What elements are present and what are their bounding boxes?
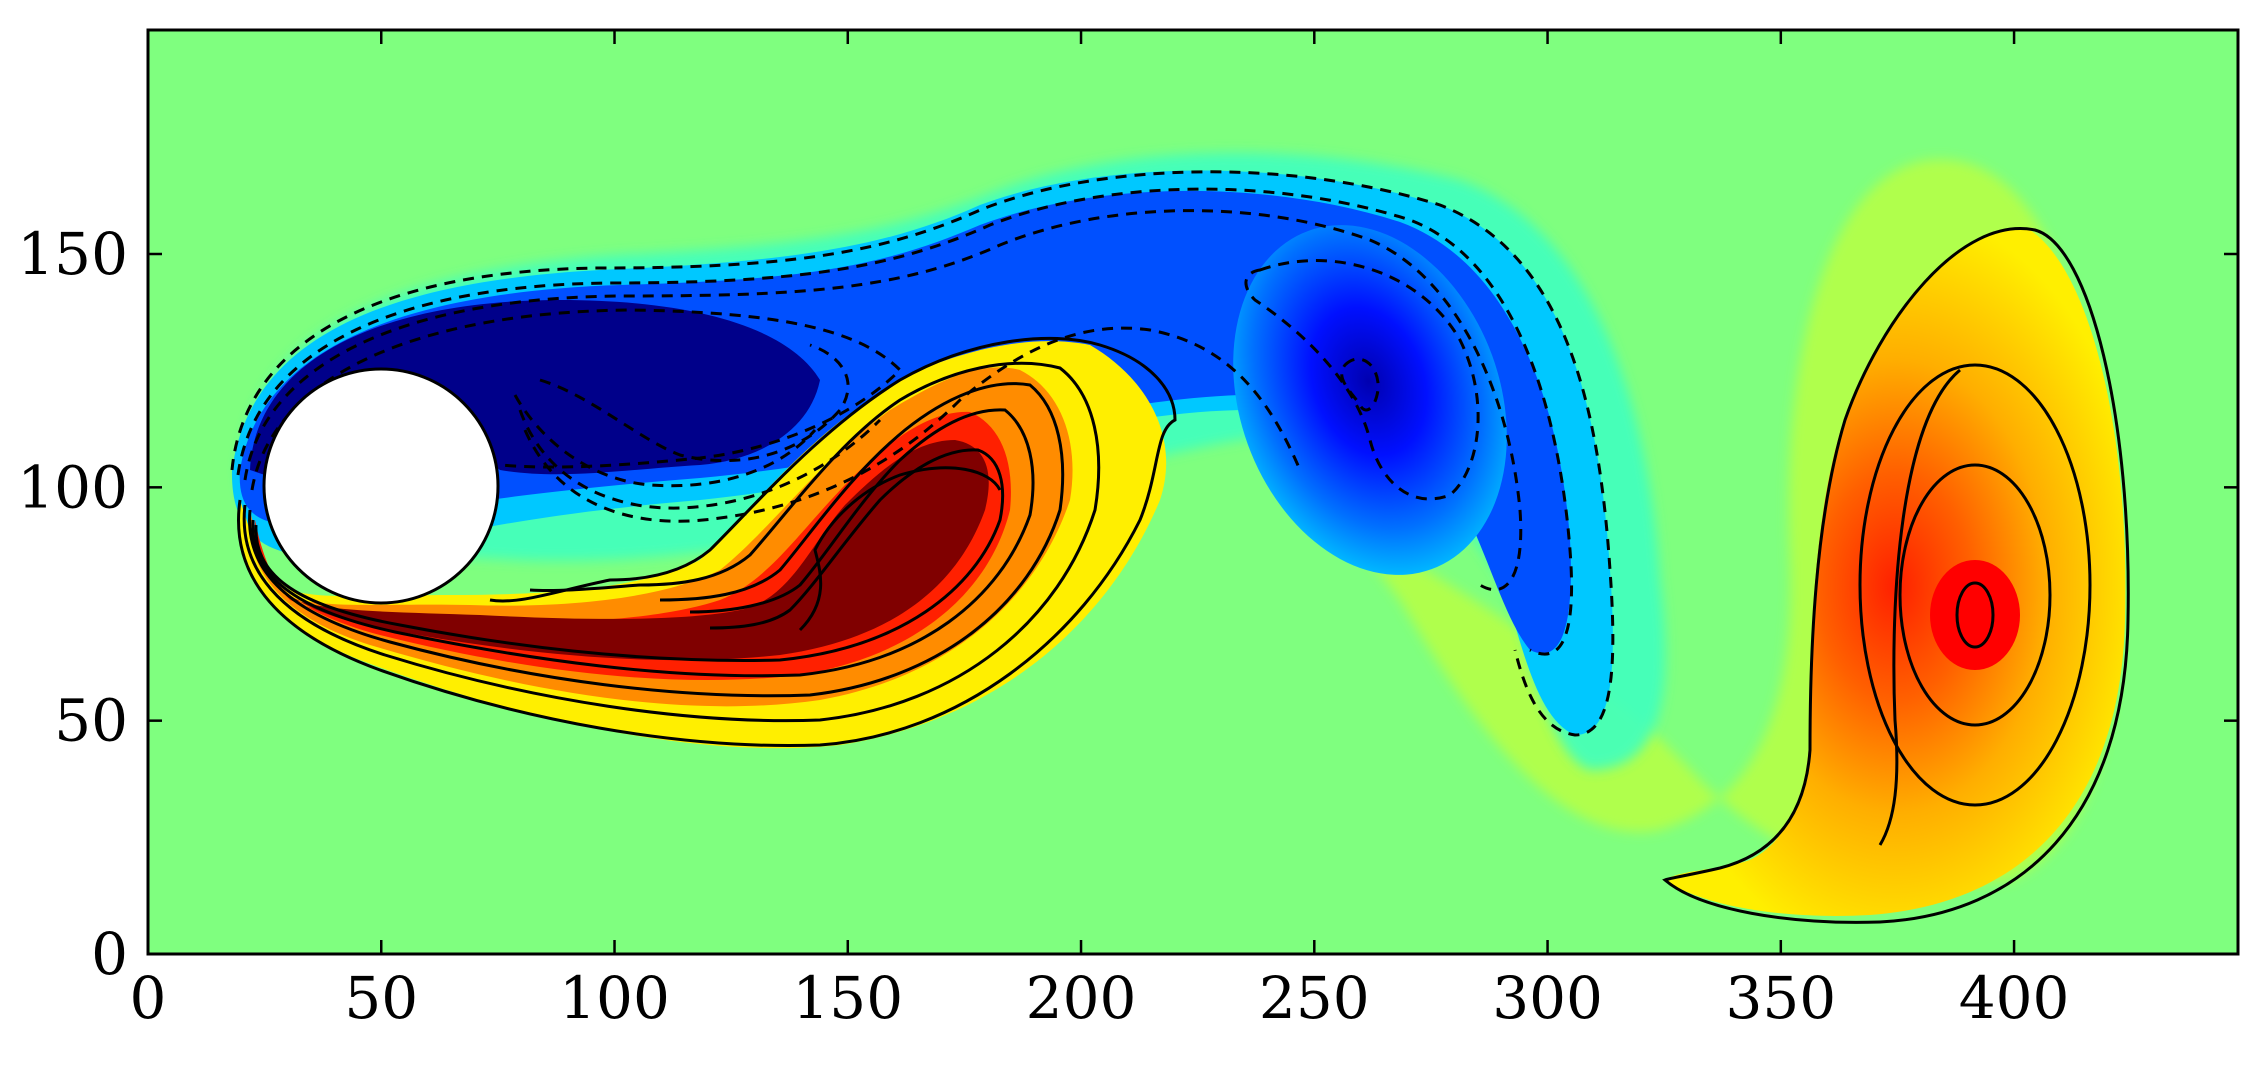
plot-area (148, 30, 2238, 954)
x-tick-label: 150 (792, 964, 903, 1032)
positive-contour-7 (1662, 227, 2130, 924)
x-tick-label: 200 (1026, 964, 1137, 1032)
x-tick-label: 50 (344, 964, 418, 1032)
x-tick-label: 250 (1259, 964, 1370, 1032)
positive-vortex-core (1930, 560, 2020, 670)
negative-contour-7 (518, 409, 882, 510)
y-tick-label: 50 (54, 687, 128, 755)
negative-contour-8 (523, 326, 1302, 523)
positive-contour-9 (1898, 463, 2052, 727)
negative-contour-10 (1340, 357, 1380, 412)
x-tick-label: 350 (1725, 964, 1836, 1032)
positive-contour-1 (237, 336, 1177, 748)
negative-contour-lines (230, 170, 1615, 737)
negative-contour-1 (230, 170, 1615, 737)
negative-contour-5 (539, 343, 850, 463)
negative-contour-2 (236, 187, 1574, 656)
positive-vortex (1665, 229, 2126, 916)
y-tick-label: 0 (91, 920, 128, 988)
negative-contour-9 (1244, 259, 1480, 501)
positive-contour-8 (1858, 363, 2092, 807)
cylinder (262, 367, 500, 605)
positive-contour-11 (1878, 368, 1961, 846)
x-tick-label: 100 (559, 964, 670, 1032)
positive-contour-2 (242, 361, 1101, 723)
axes-frame (146, 28, 2240, 956)
positive-contour-4 (251, 408, 1035, 678)
x-tick-label: 300 (1492, 964, 1603, 1032)
positive-contour-5 (254, 448, 1005, 662)
x-tick-label: 0 (130, 964, 167, 1032)
positive-attached-region (251, 440, 989, 661)
y-tick-label: 100 (17, 453, 128, 521)
positive-contour-lines (237, 227, 2130, 924)
x-tick-label: 400 (1959, 964, 2070, 1032)
positive-contour-6 (798, 466, 1002, 632)
negative-contour-4 (250, 308, 903, 491)
y-tick-label: 150 (17, 220, 128, 288)
y-axis-ticks: 0 50 100 150 (17, 220, 2238, 988)
positive-contour-3 (248, 382, 1065, 698)
negative-attached-region (250, 300, 820, 480)
negative-contour-3 (243, 209, 1523, 592)
positive-contour-10 (1955, 581, 1995, 649)
x-axis-ticks: 0 50 100 150 200 250 300 350 400 (130, 30, 2070, 1032)
